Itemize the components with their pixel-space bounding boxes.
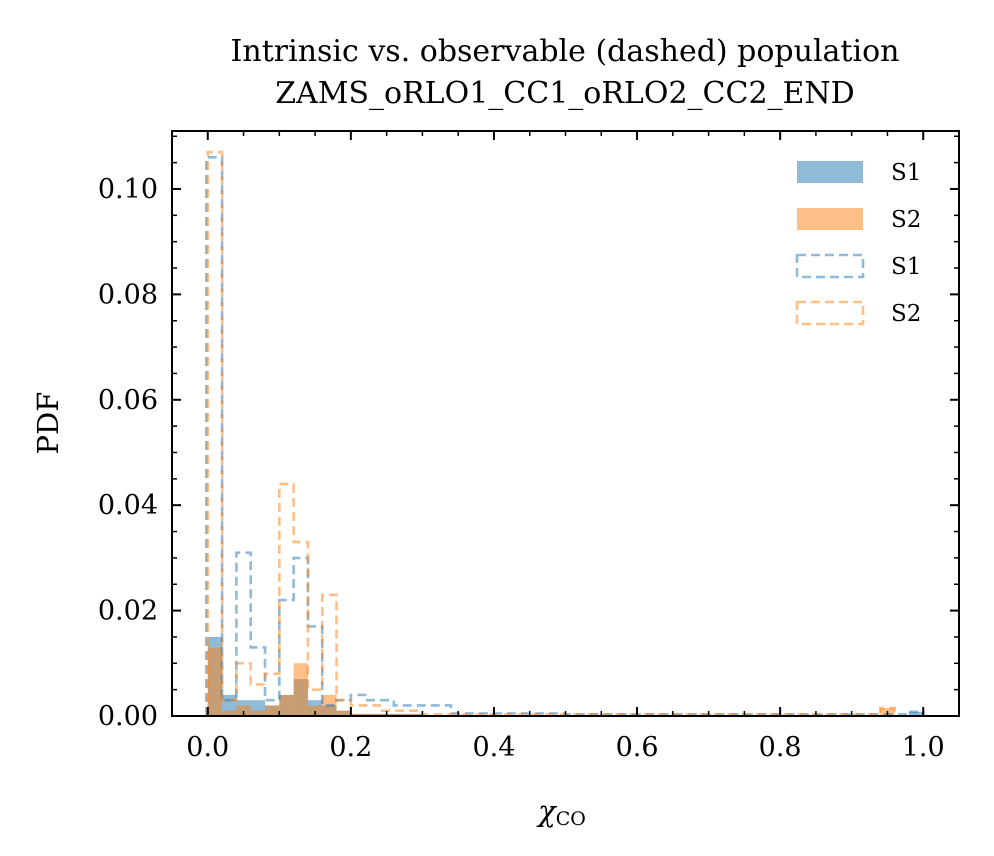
x-tick-label: 0.8 (759, 732, 802, 763)
step-s1-dashed (205, 156, 925, 716)
y-tick-label: 0.04 (98, 490, 158, 521)
legend-label: S1 (891, 160, 921, 186)
bar-s2-9 (336, 710, 351, 716)
x-tick-label: 1.0 (902, 732, 945, 763)
legend-item-filled-s1: S1 (797, 160, 921, 186)
legend-label: S2 (891, 207, 921, 233)
ticks-layer: 0.0 0.2 0.4 0.6 0.8 1.0 0.00 0.02 0.04 0.06 0.08 0.… (98, 131, 960, 763)
x-tick-label: 0.6 (616, 732, 659, 763)
legend-swatch (795, 253, 865, 279)
bar-s2-3 (250, 710, 266, 716)
series-filled-s2 (207, 647, 895, 716)
x-axis-label-subscript: CO (556, 808, 586, 830)
legend-label: S2 (891, 301, 921, 327)
bar-s2-4 (265, 705, 280, 716)
bar-s2-0 (207, 647, 223, 716)
chart-subtitle: ZAMS_oRLO1_CC1_oRLO2_CC2_END (275, 76, 854, 111)
legend-swatch (795, 300, 865, 326)
bar-s1-11 (908, 711, 924, 716)
bar-s2-2 (236, 705, 251, 716)
step-s2-dashed (206, 150, 896, 716)
chart-title: Intrinsic vs. observable (dashed) popula… (231, 34, 900, 69)
y-tick-label: 0.08 (98, 279, 158, 310)
x-tick-label: 0.4 (472, 732, 515, 763)
bar-s2-6 (293, 663, 308, 716)
y-tick-label: 0.00 (98, 701, 158, 732)
y-tick-label: 0.06 (98, 385, 158, 416)
legend-swatch (797, 161, 863, 183)
legend-label: S1 (891, 254, 921, 280)
x-axis-label-symbol: χ (536, 794, 557, 828)
legend-item-dashed-s1: S1 (795, 253, 921, 280)
y-tick-label: 0.10 (98, 174, 158, 205)
x-tick-label: 0.0 (186, 732, 229, 763)
series-dashed-s1 (205, 156, 925, 716)
x-tick-label: 0.2 (329, 732, 372, 763)
plot-frame (171, 130, 960, 717)
y-axis-label: PDF (31, 392, 65, 455)
bars-layer (205, 150, 925, 716)
x-axis-label: χCO (536, 794, 586, 830)
legend: S1 S2 S1 S2 (795, 160, 921, 327)
legend-item-dashed-s2: S2 (795, 300, 921, 327)
legend-item-filled-s2: S2 (797, 207, 921, 233)
legend-swatch (797, 208, 863, 230)
bar-s2-7 (307, 705, 323, 716)
series-dashed-s2 (206, 150, 896, 716)
bar-s2-5 (279, 694, 294, 716)
y-tick-label: 0.02 (98, 596, 158, 627)
bar-s2-1 (222, 710, 237, 716)
